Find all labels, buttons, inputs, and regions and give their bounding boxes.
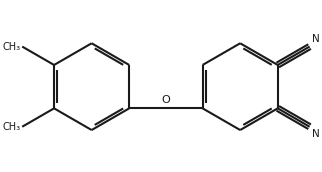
- Text: N: N: [312, 129, 320, 139]
- Text: O: O: [162, 95, 170, 105]
- Text: CH₃: CH₃: [3, 122, 21, 132]
- Text: N: N: [312, 34, 320, 44]
- Text: CH₃: CH₃: [3, 42, 21, 52]
